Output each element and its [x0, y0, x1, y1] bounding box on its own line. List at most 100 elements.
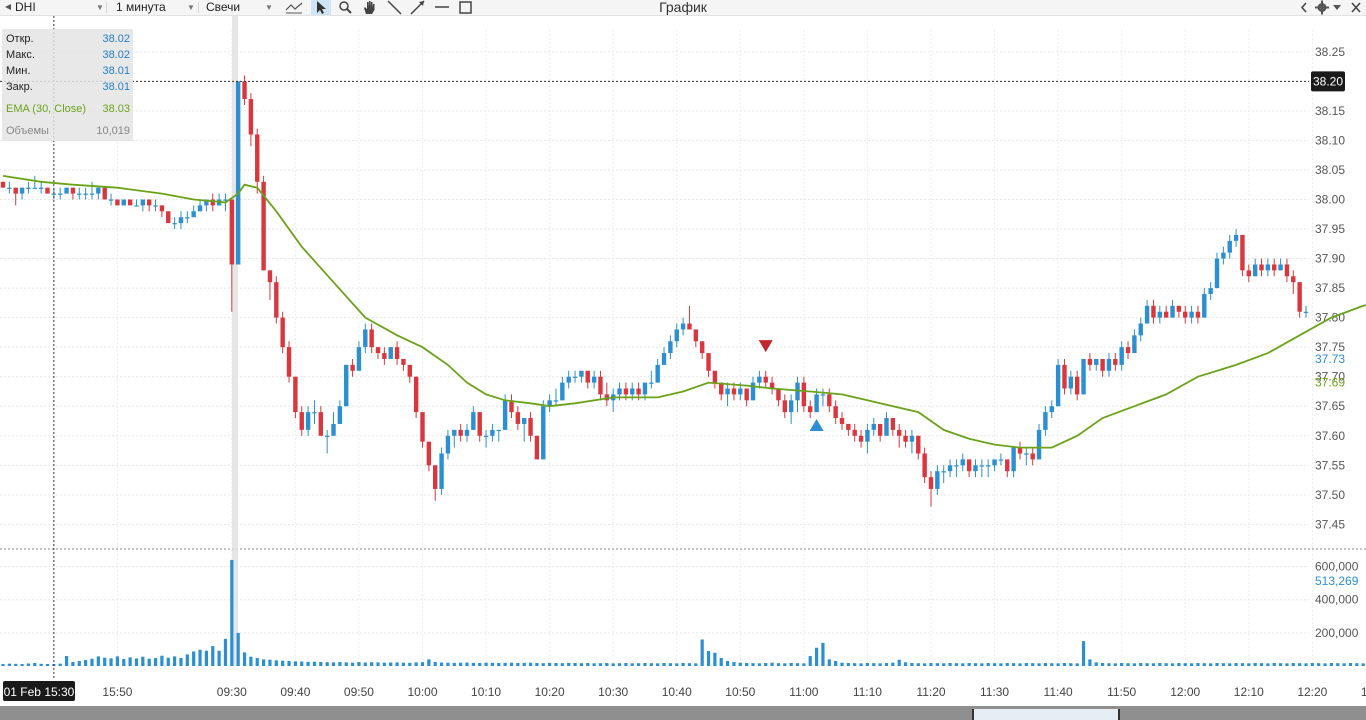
volume-bar[interactable] — [1189, 663, 1194, 666]
volume-bar[interactable] — [1259, 663, 1264, 666]
candle-body[interactable] — [1272, 264, 1277, 271]
candle-body[interactable] — [731, 388, 737, 395]
candle-body[interactable] — [1030, 453, 1035, 460]
volume-bar[interactable] — [694, 663, 698, 666]
candle-body[interactable] — [26, 187, 31, 189]
candle-body[interactable] — [502, 400, 508, 430]
volume-bar[interactable] — [961, 663, 965, 666]
candle-body[interactable] — [738, 388, 743, 395]
volume-bar[interactable] — [624, 663, 628, 666]
candle-body[interactable] — [1176, 305, 1182, 312]
volume-bar[interactable] — [897, 659, 901, 666]
volume-bar[interactable] — [891, 662, 895, 666]
candle-body[interactable] — [509, 400, 514, 413]
volume-bar[interactable] — [942, 663, 946, 666]
candle-body[interactable] — [286, 347, 292, 377]
volume-bar[interactable] — [478, 663, 482, 666]
candle-body[interactable] — [922, 453, 927, 478]
volume-bar[interactable] — [1272, 663, 1276, 666]
navigator-window-handle[interactable] — [972, 709, 1120, 720]
candle-body[interactable] — [140, 199, 146, 206]
volume-bar[interactable] — [592, 663, 596, 666]
volume-bar[interactable] — [249, 656, 253, 666]
candle-body[interactable] — [979, 465, 985, 467]
candle-body[interactable] — [433, 465, 438, 489]
volume-bar[interactable] — [173, 656, 177, 666]
volume-bar[interactable] — [90, 658, 94, 666]
volume-bar[interactable] — [725, 661, 730, 666]
volume-bar[interactable] — [814, 647, 819, 666]
volume-bar[interactable] — [1132, 663, 1136, 666]
volume-bar[interactable] — [414, 662, 418, 666]
volume-bar[interactable] — [376, 662, 380, 666]
candle-body[interactable] — [1062, 364, 1067, 389]
candle-body[interactable] — [1163, 311, 1169, 318]
candle-body[interactable] — [445, 435, 451, 454]
volume-bar[interactable] — [344, 662, 348, 666]
volume-bar[interactable] — [1018, 663, 1022, 666]
volume-bar[interactable] — [605, 663, 609, 666]
volume-bar[interactable] — [649, 663, 653, 666]
pointer-icon[interactable] — [311, 0, 331, 15]
candle-body[interactable] — [1100, 358, 1105, 371]
volume-bar[interactable] — [1005, 663, 1009, 666]
volume-bar[interactable] — [853, 663, 857, 666]
volume-bar[interactable] — [128, 657, 132, 666]
candle-body[interactable] — [483, 435, 489, 437]
candle-body[interactable] — [795, 382, 800, 401]
candle-body[interactable] — [604, 394, 610, 401]
volume-bar[interactable] — [935, 663, 939, 666]
volume-bar[interactable] — [281, 660, 285, 666]
volume-bar[interactable] — [1, 664, 5, 666]
menu-icon[interactable] — [4, 0, 12, 15]
candle-body[interactable] — [935, 471, 940, 489]
volume-bar[interactable] — [459, 662, 463, 666]
sell-signal-arrow[interactable] — [758, 340, 773, 353]
volume-bar[interactable] — [122, 659, 126, 666]
volume-bar[interactable] — [141, 656, 145, 666]
candle-body[interactable] — [547, 400, 552, 407]
volume-bar[interactable] — [1024, 663, 1028, 666]
candle-body[interactable] — [1202, 294, 1207, 318]
volume-bar[interactable] — [1253, 663, 1257, 666]
candle-body[interactable] — [668, 341, 673, 354]
volume-bar[interactable] — [560, 663, 564, 666]
volume-bar[interactable] — [39, 663, 43, 666]
volume-bar[interactable] — [554, 663, 558, 666]
candle-body[interactable] — [127, 199, 133, 206]
candle-body[interactable] — [1055, 364, 1061, 407]
volume-bar[interactable] — [1304, 663, 1308, 666]
candle-body[interactable] — [617, 388, 622, 395]
volume-bar[interactable] — [1107, 663, 1111, 666]
volume-bar[interactable] — [7, 663, 11, 666]
candle-body[interactable] — [884, 418, 889, 436]
volume-bar[interactable] — [834, 661, 838, 666]
volume-bar[interactable] — [204, 650, 208, 666]
volume-bar[interactable] — [1101, 663, 1105, 666]
volume-bar[interactable] — [115, 656, 120, 666]
volume-bar[interactable] — [484, 662, 488, 666]
volume-bar[interactable] — [967, 663, 971, 666]
volume-bar[interactable] — [1355, 663, 1359, 666]
candle-body[interactable] — [852, 429, 857, 436]
candle-body[interactable] — [941, 471, 946, 473]
volume-bar[interactable] — [357, 662, 361, 666]
candle-body[interactable] — [973, 465, 978, 472]
candle-body[interactable] — [928, 477, 934, 489]
candle-body[interactable] — [750, 382, 756, 401]
volume-bar[interactable] — [573, 663, 577, 666]
volume-bar[interactable] — [490, 662, 495, 666]
volume-bar[interactable] — [420, 662, 425, 666]
volume-bar[interactable] — [878, 663, 882, 666]
candle-body[interactable] — [210, 199, 215, 206]
candle-body[interactable] — [350, 364, 355, 371]
volume-bar[interactable] — [656, 663, 660, 666]
candle-body[interactable] — [820, 394, 826, 396]
volume-bar[interactable] — [84, 660, 88, 666]
volume-bar[interactable] — [598, 663, 603, 666]
volume-bar[interactable] — [808, 656, 812, 666]
volume-bar[interactable] — [732, 662, 736, 666]
volume-bar[interactable] — [427, 659, 431, 666]
volume-bar[interactable] — [1031, 663, 1035, 666]
candle-body[interactable] — [388, 347, 393, 359]
